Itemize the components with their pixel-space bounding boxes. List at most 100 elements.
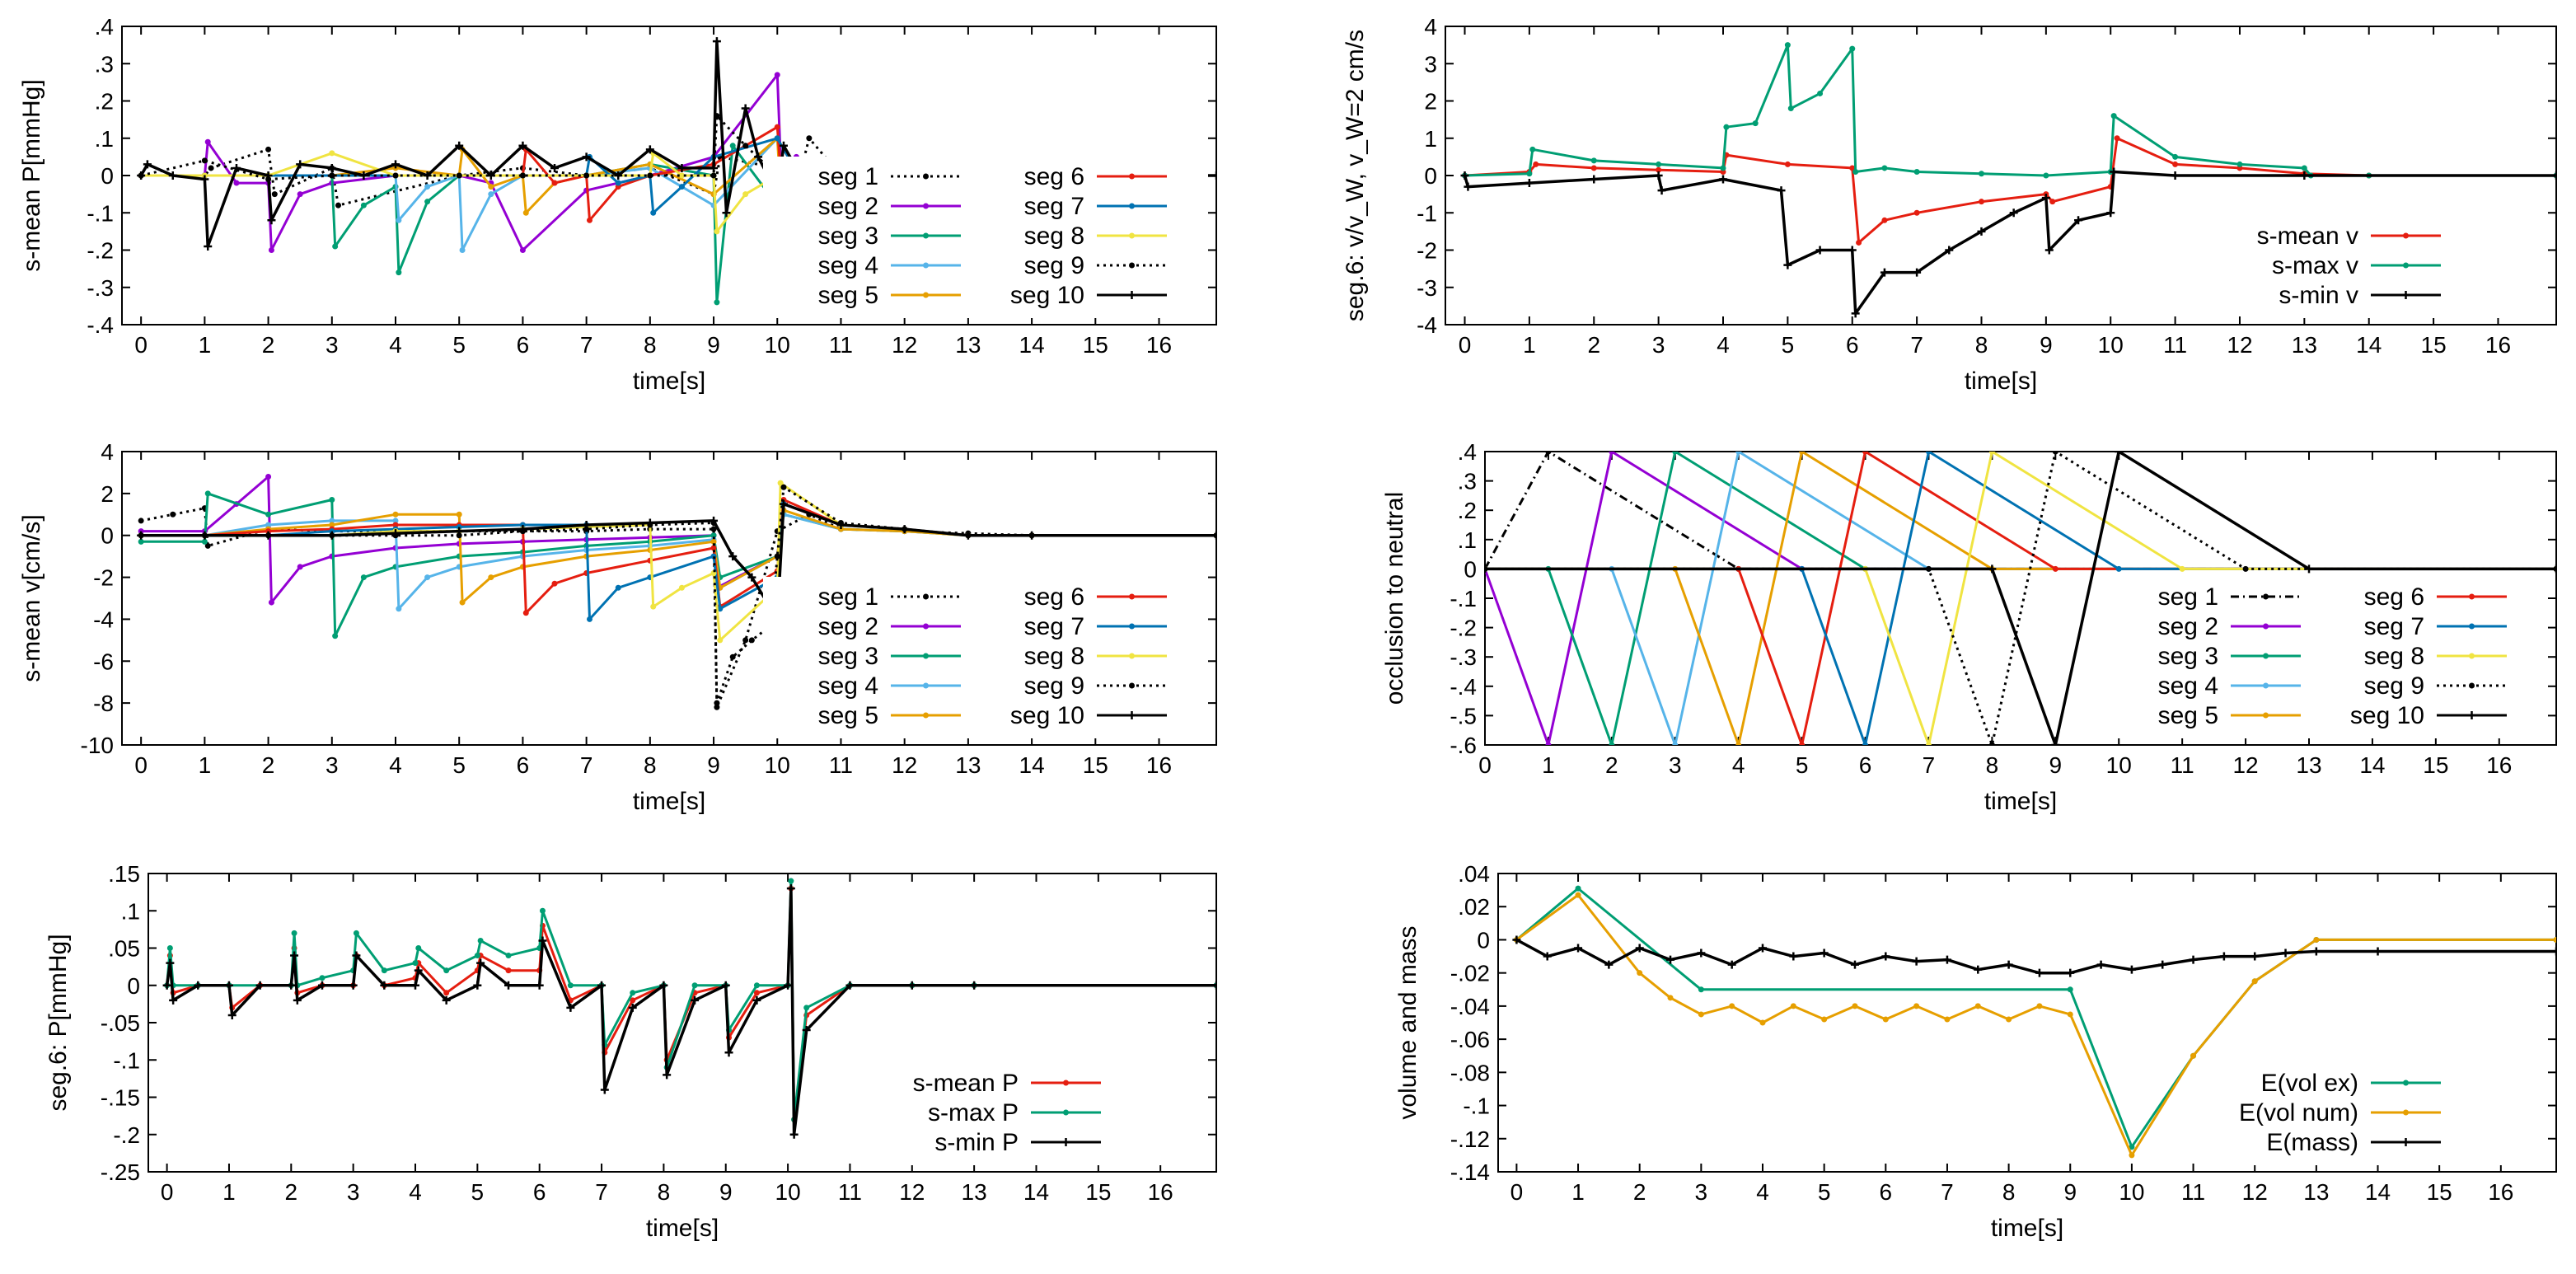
x-tick-label: 2: [262, 752, 275, 778]
data-point: [138, 538, 144, 545]
data-point: [332, 633, 339, 639]
x-tick-label: 6: [517, 332, 530, 358]
plot-area: [1460, 42, 2556, 318]
data-point: [392, 511, 399, 518]
chart-panel-6: 0 1 2 3 4 5 6 7 8 9 10 11 12 13 14 15 16-.14-.12-.1-.08-…: [1394, 861, 2557, 1242]
data-point: [474, 953, 480, 959]
data-point: [742, 143, 749, 149]
y-tick-label: -.2: [113, 1122, 140, 1148]
x-tick-label: 15: [2421, 332, 2447, 358]
data-point: [1526, 171, 1533, 177]
data-point: [488, 184, 494, 190]
x-tick-label: 15: [1083, 332, 1108, 358]
x-tick-label: 7: [1923, 752, 1936, 778]
legend-label: seg 8: [1024, 643, 1084, 670]
data-point: [2051, 741, 2060, 745]
legend-label: seg 9: [2364, 672, 2424, 700]
data-point: [2373, 947, 2382, 956]
data-point: [1784, 161, 1791, 167]
data-point: [721, 981, 730, 990]
data-point: [1862, 742, 1869, 745]
data-point: [551, 580, 558, 587]
data-point: [396, 269, 402, 276]
data-point: [455, 141, 464, 150]
series-line-1: [1464, 137, 2556, 244]
y-axis-label: s-mean P[mmHg]: [18, 79, 45, 271]
data-point: [232, 163, 241, 172]
data-point: [204, 542, 211, 549]
y-tick-label: 3: [1424, 51, 1437, 77]
data-point: [2219, 952, 2228, 961]
x-tick-label: 5: [471, 1179, 485, 1205]
legend-marker: [923, 653, 929, 659]
legend-label: seg 7: [1024, 613, 1084, 640]
x-tick-label: 12: [2242, 1179, 2268, 1205]
legend-background: [2243, 216, 2548, 318]
legend-marker: [1129, 682, 1135, 689]
data-point: [2305, 564, 2313, 574]
data-point: [1609, 742, 1615, 745]
chart-panel-3: 0 1 2 3 4 5 6 7 8 9 10 11 12 13 14 15 16-10-8-6-4-2024ti…: [18, 439, 1217, 815]
data-point: [1978, 171, 1984, 177]
data-point: [233, 180, 240, 186]
x-tick-label: 16: [1146, 752, 1172, 778]
y-tick-label: 0: [127, 973, 140, 999]
data-point: [1667, 995, 1674, 1001]
data-point: [227, 1010, 237, 1019]
legend-marker: [2401, 291, 2410, 299]
legend-marker: [2263, 593, 2269, 600]
y-tick-label: -.3: [87, 275, 114, 301]
data-point: [137, 531, 146, 540]
y-tick-label: -.1: [1450, 586, 1477, 611]
data-point: [443, 990, 450, 996]
y-tick-label: -4: [1417, 312, 1437, 338]
data-point: [691, 982, 698, 989]
data-point: [204, 241, 213, 251]
data-point: [1729, 1003, 1735, 1009]
x-tick-label: 15: [1083, 752, 1108, 778]
data-point: [204, 138, 211, 145]
data-point: [2189, 955, 2198, 964]
legend-marker: [1061, 1138, 1070, 1146]
data-point: [2110, 113, 2117, 119]
legend-label: s-max P: [928, 1099, 1019, 1126]
data-point: [224, 981, 233, 990]
x-tick-label: 15: [2427, 1179, 2452, 1205]
data-point: [774, 124, 780, 130]
data-point: [900, 525, 909, 534]
x-tick-label: 3: [326, 332, 339, 358]
data-point: [2043, 172, 2049, 179]
x-tick-label: 0: [161, 1179, 174, 1205]
data-point: [1574, 944, 1583, 953]
data-point: [753, 982, 760, 989]
data-point: [2171, 171, 2180, 180]
legend-label: seg 6: [1024, 583, 1084, 611]
data-point: [803, 1005, 810, 1011]
legend-label: s-max v: [2272, 252, 2358, 279]
data-point: [200, 531, 209, 540]
data-point: [1913, 209, 1920, 216]
data-point: [208, 165, 214, 171]
data-point: [650, 209, 657, 216]
data-point: [1635, 944, 1644, 953]
data-point: [519, 172, 526, 179]
legend-label: seg 4: [818, 672, 878, 700]
legend-label: seg 3: [818, 222, 878, 250]
x-tick-label: 8: [644, 332, 657, 358]
legend-label: E(vol num): [2239, 1099, 2358, 1126]
legend-label: s-min P: [934, 1129, 1019, 1156]
data-point: [291, 930, 297, 936]
x-axis-label: time[s]: [646, 1215, 719, 1242]
data-point: [802, 1026, 811, 1035]
data-point: [714, 299, 720, 306]
data-point: [519, 522, 526, 528]
y-tick-label: -2: [1417, 238, 1437, 264]
data-point: [1925, 452, 1932, 455]
data-point: [1575, 892, 1581, 898]
data-point: [459, 599, 466, 606]
y-tick-label: 0: [1424, 163, 1437, 189]
plot-area: [162, 878, 1216, 1139]
data-point: [1735, 742, 1742, 745]
data-point: [1848, 246, 1857, 255]
